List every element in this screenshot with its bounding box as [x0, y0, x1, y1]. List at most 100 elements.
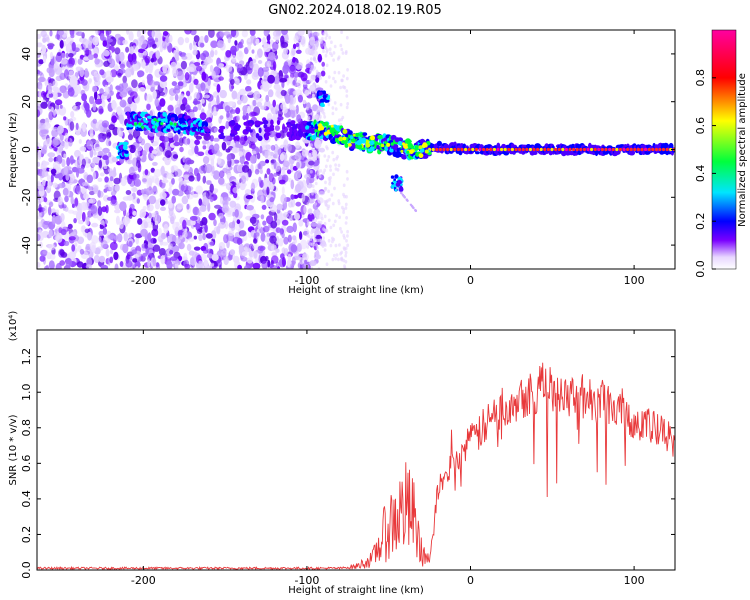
noise-blob: [345, 105, 349, 110]
noise-blob: [299, 257, 304, 265]
ridge-mark: [219, 134, 226, 140]
noise-blob: [245, 85, 252, 92]
noise-blob: [333, 219, 337, 224]
ridge-core-mark: [536, 147, 540, 152]
noise-blob: [197, 209, 201, 216]
noise-blob: [295, 201, 302, 207]
x-tick-label: -200: [131, 274, 156, 287]
noise-blob: [59, 104, 63, 109]
noise-blob: [219, 31, 225, 37]
noise-blob: [64, 132, 69, 141]
noise-blob: [128, 213, 133, 219]
noise-blob: [52, 90, 58, 100]
noise-blob: [327, 102, 331, 107]
burst-mark: [398, 186, 404, 191]
noise-blob: [125, 46, 130, 53]
ridge-core-mark: [633, 147, 637, 152]
noise-blob: [54, 61, 59, 69]
noise-blob: [297, 30, 305, 36]
noise-blob: [189, 256, 196, 266]
noise-blob: [206, 180, 212, 185]
noise-blob: [260, 138, 268, 147]
noise-blob: [79, 67, 85, 78]
noise-blob: [75, 84, 82, 95]
noise-blob: [238, 243, 245, 253]
noise-blob: [63, 116, 67, 121]
noise-blob: [144, 55, 151, 64]
noise-blob: [64, 195, 69, 203]
ridge-bright-mark: [342, 129, 348, 134]
noise-blob: [216, 83, 221, 93]
noise-blob: [166, 172, 174, 180]
ridge-mark: [162, 112, 167, 117]
noise-blob: [136, 146, 143, 151]
noise-blob: [150, 57, 155, 63]
noise-blob: [334, 163, 337, 167]
noise-blob: [167, 132, 174, 139]
noise-blob: [340, 30, 343, 34]
ridge-bright-mark: [365, 142, 371, 148]
noise-blob: [67, 87, 75, 97]
ridge-core-mark: [471, 147, 475, 152]
noise-blob: [315, 40, 320, 48]
noise-blob: [89, 148, 94, 158]
noise-blob: [286, 225, 294, 233]
noise-blob: [168, 202, 173, 209]
noise-blob: [319, 76, 322, 80]
noise-blob: [38, 76, 46, 83]
noise-blob: [111, 101, 118, 111]
noise-blob: [196, 65, 203, 72]
noise-blob: [331, 257, 335, 262]
noise-blob: [324, 187, 328, 191]
noise-blob: [237, 99, 242, 105]
noise-blob: [159, 75, 168, 82]
ridge-core-mark: [611, 147, 615, 152]
noise-blob: [135, 233, 143, 239]
noise-blob: [45, 264, 50, 269]
noise-blob: [210, 158, 215, 167]
noise-blob: [70, 34, 75, 39]
noise-blob: [320, 70, 326, 77]
noise-blob: [60, 228, 67, 236]
y-tick-label: 0.4: [20, 490, 33, 508]
spectrogram-ylabel: Frequency (Hz): [8, 112, 19, 188]
noise-blob: [116, 106, 122, 115]
ridge-mark: [234, 124, 241, 129]
noise-blob: [292, 79, 296, 86]
noise-blob: [206, 110, 211, 118]
noise-blob: [74, 197, 79, 207]
noise-blob: [303, 205, 307, 214]
noise-blob: [282, 64, 290, 75]
noise-blob: [84, 68, 89, 78]
noise-blob: [240, 175, 247, 184]
ridge-mark: [309, 128, 316, 134]
noise-blob: [102, 155, 109, 161]
ridge-core-mark: [532, 147, 536, 152]
noise-blob: [194, 139, 201, 146]
noise-blob: [188, 250, 195, 256]
figure-title: GN02.2024.018.02.19.R05: [268, 3, 442, 18]
noise-blob: [42, 144, 48, 155]
noise-blob: [261, 204, 267, 210]
ridge-mark: [269, 127, 275, 131]
noise-blob: [312, 203, 319, 210]
noise-blob: [131, 249, 137, 255]
noise-blob: [295, 42, 300, 48]
ridge-core-mark: [489, 147, 493, 152]
noise-blob: [328, 47, 332, 51]
noise-blob: [230, 45, 237, 55]
ridge-core-mark: [586, 147, 590, 152]
x-tick-label: -200: [131, 574, 156, 587]
noise-blob: [114, 47, 121, 55]
noise-blob: [239, 154, 245, 165]
noise-blob: [318, 191, 326, 196]
noise-blob: [211, 70, 216, 80]
noise-blob: [270, 244, 277, 252]
ridge-bright-mark: [389, 148, 394, 153]
noise-blob: [63, 153, 67, 159]
noise-blob: [216, 95, 220, 105]
ridge-bright-mark: [361, 139, 366, 144]
noise-blob: [142, 50, 148, 56]
noise-blob: [280, 194, 287, 204]
noise-blob: [127, 52, 134, 63]
